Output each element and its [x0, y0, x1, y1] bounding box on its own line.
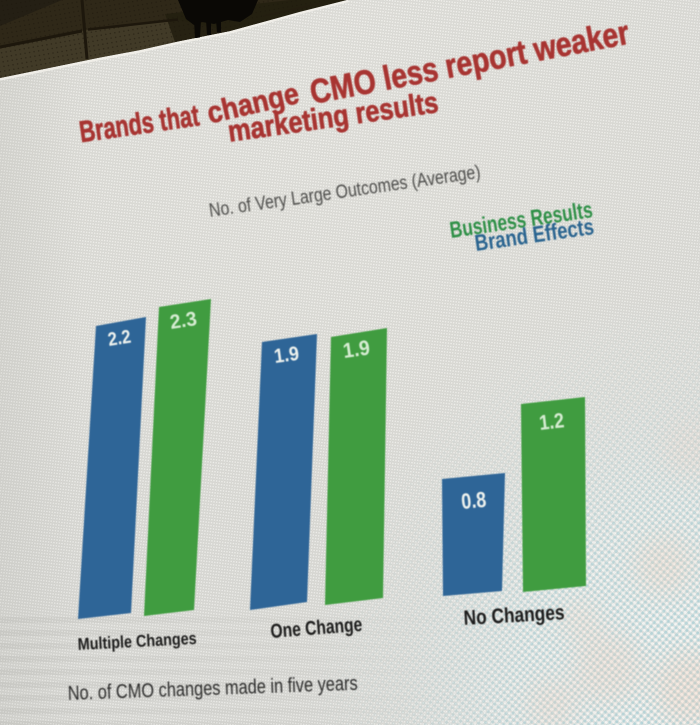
svg-text:0.8: 0.8 — [460, 487, 487, 514]
svg-text:1.2: 1.2 — [538, 409, 565, 435]
svg-text:1.9: 1.9 — [341, 336, 371, 363]
svg-text:2.2: 2.2 — [106, 327, 132, 351]
svg-text:1.9: 1.9 — [273, 343, 301, 368]
svg-text:2.3: 2.3 — [168, 308, 198, 334]
